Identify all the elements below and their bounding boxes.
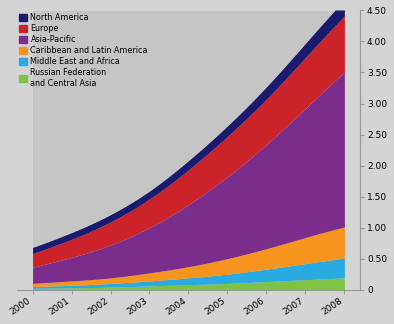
Legend: North America, Europe, Asia-Pacific, Caribbean and Latin America, Middle East an: North America, Europe, Asia-Pacific, Car… bbox=[18, 12, 150, 89]
